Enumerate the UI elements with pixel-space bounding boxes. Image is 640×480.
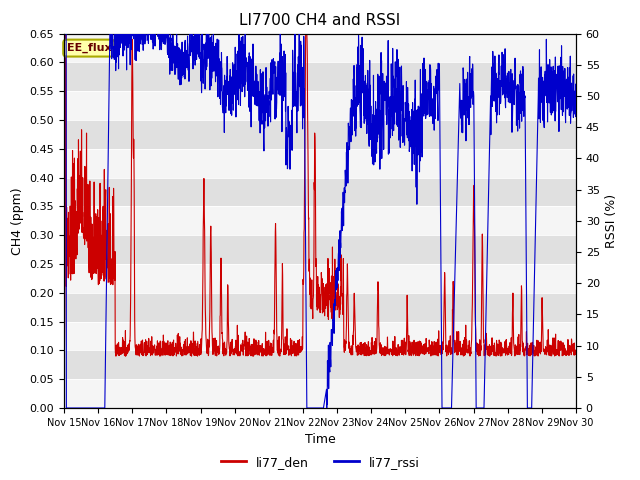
li77_rssi: [335, 249, 342, 255]
Line: li77_rssi: li77_rssi: [64, 21, 576, 408]
li77_den: [541, 349, 549, 355]
li77_rssi: [203, 46, 211, 51]
Bar: [64, 379, 576, 408]
Y-axis label: RSSI (%): RSSI (%): [605, 194, 618, 248]
li77_den: [346, 350, 354, 356]
Bar: [64, 322, 576, 350]
li77_rssi: [541, 68, 549, 74]
Title: LI7700 CH4 and RSSI: LI7700 CH4 and RSSI: [239, 13, 401, 28]
li77_den: [250, 353, 257, 359]
li77_den: [60, 344, 68, 349]
li77_rssi: [572, 108, 580, 114]
li77_rssi: [346, 124, 354, 130]
Bar: [64, 264, 576, 293]
Legend: li77_den, li77_rssi: li77_den, li77_rssi: [216, 451, 424, 474]
Line: li77_den: li77_den: [64, 34, 576, 356]
Bar: [64, 149, 576, 178]
li77_den: [572, 348, 580, 354]
li77_den: [203, 350, 211, 356]
li77_rssi: [60, 18, 68, 24]
Y-axis label: CH4 (ppm): CH4 (ppm): [11, 187, 24, 254]
li77_rssi: [63, 405, 70, 411]
Bar: [64, 206, 576, 235]
X-axis label: Time: Time: [305, 433, 335, 446]
li77_rssi: [468, 61, 476, 67]
li77_den: [62, 31, 70, 36]
Text: EE_flux: EE_flux: [67, 43, 111, 53]
Bar: [64, 91, 576, 120]
Bar: [64, 34, 576, 62]
li77_den: [335, 304, 342, 310]
li77_rssi: [527, 405, 535, 411]
li77_den: [469, 257, 477, 263]
li77_den: [527, 340, 535, 346]
